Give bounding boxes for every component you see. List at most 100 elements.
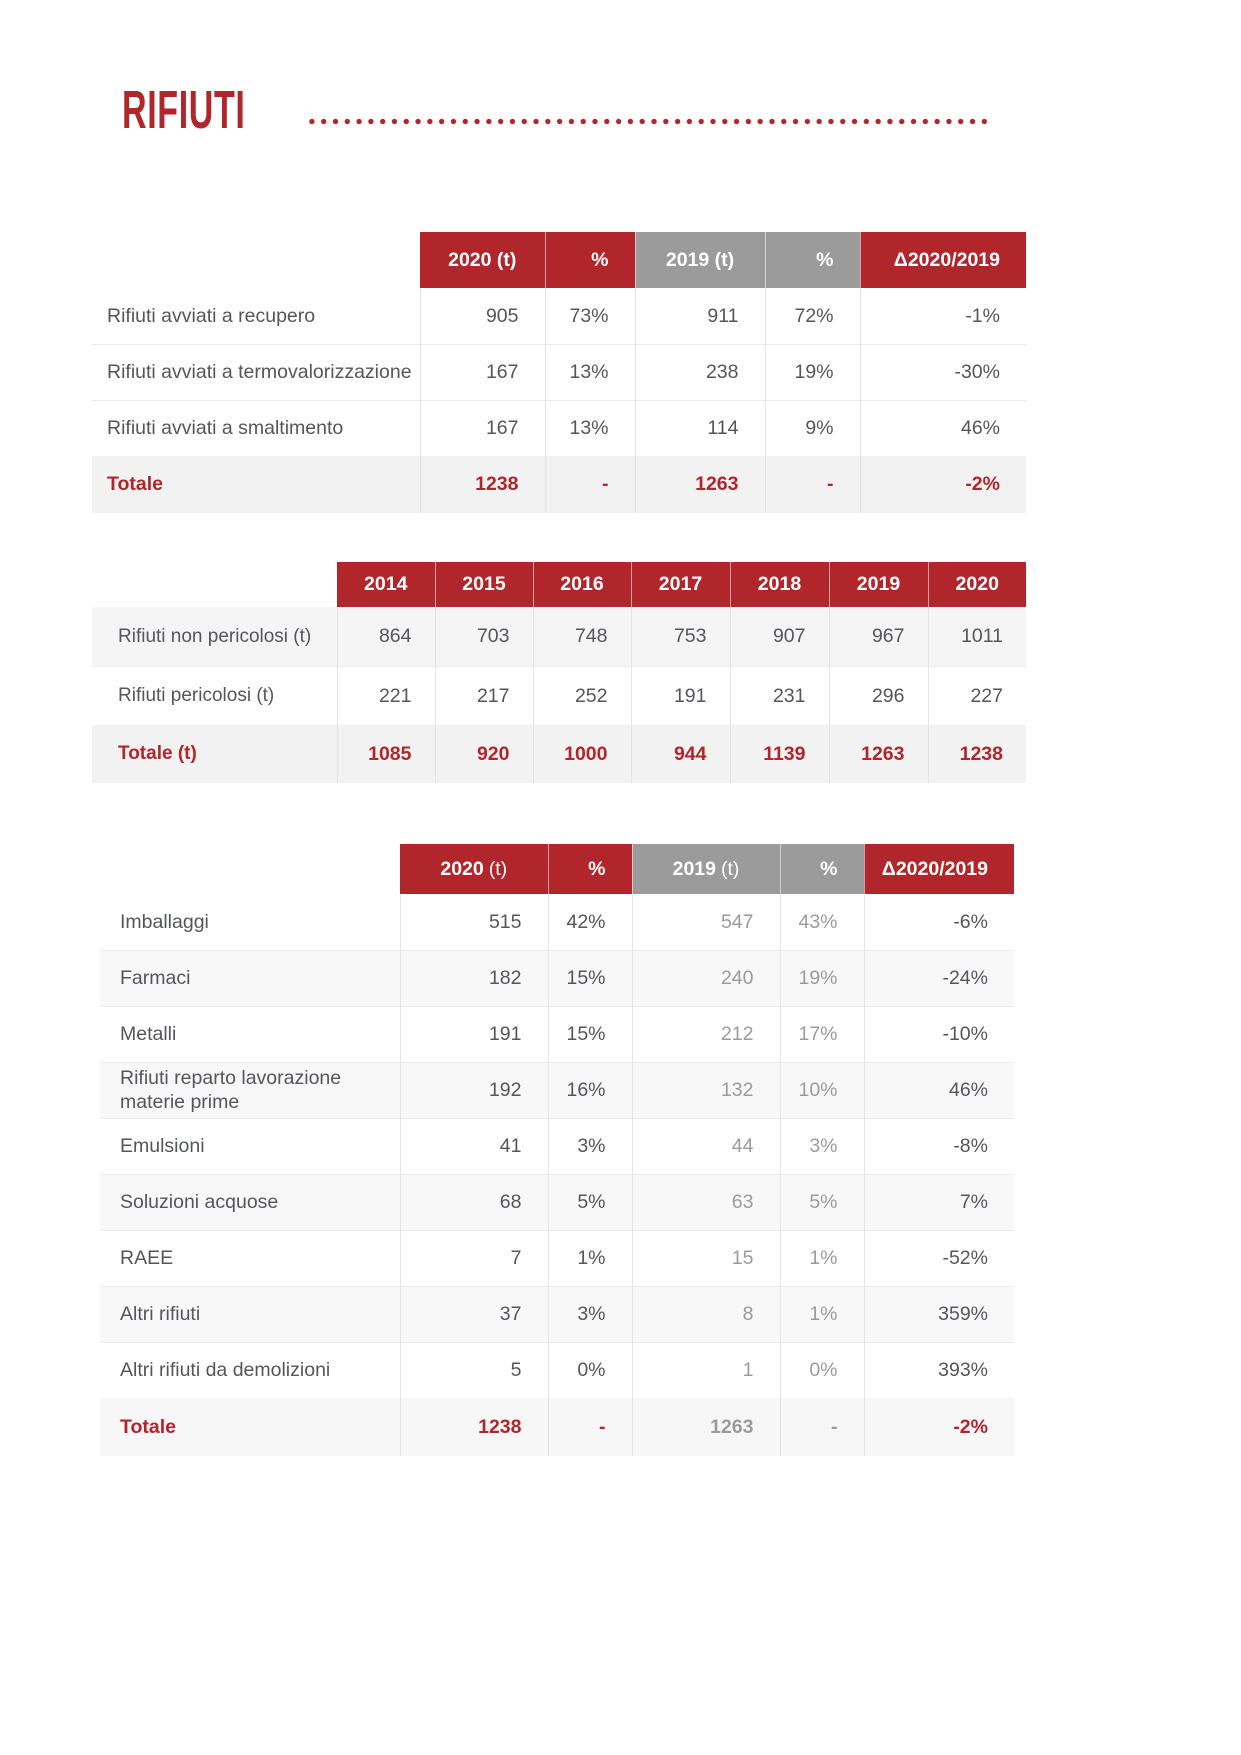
value-2019: 1 xyxy=(631,1341,780,1399)
table-row: Metalli 191 15% 212 17% -10% xyxy=(100,1005,1014,1063)
value-2020: 182 xyxy=(399,949,548,1007)
pct-2020: 42% xyxy=(547,894,632,951)
value-2020: 192 xyxy=(399,1061,548,1119)
col-header-year: 2020 xyxy=(927,562,1026,608)
delta-value: -8% xyxy=(863,1117,1014,1175)
pct-2020: 0% xyxy=(547,1341,632,1399)
table-row: Rifiuti avviati a recupero 905 73% 911 7… xyxy=(92,288,1026,345)
row-label: Rifiuti reparto lavorazione materie prim… xyxy=(100,1061,400,1119)
pct-2019: 0% xyxy=(779,1341,864,1399)
value-2020: 515 xyxy=(399,894,548,951)
empty-corner-cell xyxy=(92,232,420,288)
value-2020: 68 xyxy=(399,1173,548,1231)
year-value: 221 xyxy=(336,665,435,726)
unit-label: (t) xyxy=(488,857,508,880)
table-row: Imballaggi 515 42% 547 43% -6% xyxy=(100,894,1014,951)
pct-2019: 1% xyxy=(779,1229,864,1287)
row-label: RAEE xyxy=(100,1229,400,1287)
col-header-pct-2019: % xyxy=(779,844,864,895)
total-year-value: 1263 xyxy=(828,725,928,784)
col-header-2019: 2019 (t) xyxy=(634,232,765,289)
year-value: 217 xyxy=(434,665,533,726)
delta-value: 393% xyxy=(863,1341,1014,1399)
pct-2020: 13% xyxy=(544,399,635,457)
year-value: 753 xyxy=(630,607,730,667)
value-2020: 167 xyxy=(419,399,545,457)
pct-2020: 16% xyxy=(547,1061,632,1119)
row-label: Altri rifiuti da demolizioni xyxy=(100,1341,400,1399)
total-row: Totale (t) 1085 920 1000 944 1139 1263 1… xyxy=(92,725,1026,784)
col-header-year: 2019 xyxy=(828,562,928,608)
total-label: Totale xyxy=(100,1398,400,1457)
pct-2020: 13% xyxy=(544,343,635,401)
pct-2019: 19% xyxy=(779,949,864,1007)
total-value-2020: 1238 xyxy=(419,456,545,514)
col-header-2020: 2020 (t) xyxy=(400,844,548,895)
page-title: RIFIUTI xyxy=(122,80,246,140)
value-2019: 911 xyxy=(634,288,765,345)
value-2019: 547 xyxy=(631,894,780,951)
value-2020: 37 xyxy=(399,1285,548,1343)
row-label: Rifiuti avviati a recupero xyxy=(107,304,316,327)
waste-destinations-table: 2020 (t) % 2019 (t) % Δ2020/2019 Rifiuti… xyxy=(92,232,1241,514)
delta-value: -10% xyxy=(863,1005,1014,1063)
table-row: Rifiuti reparto lavorazione materie prim… xyxy=(100,1061,1014,1119)
delta-value: 46% xyxy=(863,1061,1014,1119)
title-dotted-rule xyxy=(306,118,990,126)
row-label: Metalli xyxy=(100,1005,400,1063)
table-row: Altri rifiuti 37 3% 8 1% 359% xyxy=(100,1285,1014,1343)
total-row: Totale 1238 - 1263 - -2% xyxy=(100,1398,1014,1457)
table-row: Rifiuti non pericolosi (t) 864 703 748 7… xyxy=(92,607,1026,667)
row-label: Farmaci xyxy=(100,949,400,1007)
value-2019: 212 xyxy=(631,1005,780,1063)
row-label: Rifiuti avviati a termovalorizzazione xyxy=(92,343,420,401)
pct-2019: 3% xyxy=(779,1117,864,1175)
value-2019: 238 xyxy=(634,343,765,401)
total-value-2020: 1238 xyxy=(399,1398,548,1457)
value-2019: 8 xyxy=(631,1285,780,1343)
total-label: Totale (t) xyxy=(92,725,337,784)
pct-2019: 19% xyxy=(764,343,860,401)
pct-2020: 5% xyxy=(547,1173,632,1231)
row-label: Rifiuti avviati a smaltimento xyxy=(92,399,420,457)
col-header-year: 2016 xyxy=(532,562,631,608)
row-label: Rifiuti non pericolosi (t) xyxy=(92,607,337,667)
table-row: Rifiuti pericolosi (t) 221 217 252 191 2… xyxy=(92,665,1026,726)
delta-value: -24% xyxy=(863,949,1014,1007)
pct-2019: 17% xyxy=(779,1005,864,1063)
col-header-delta: Δ2020/2019 xyxy=(863,844,1014,895)
value-2019: 240 xyxy=(631,949,780,1007)
unit-label: (t) xyxy=(720,857,740,880)
total-year-value: 944 xyxy=(630,725,730,784)
total-year-value: 1139 xyxy=(729,725,829,784)
pct-2020: 3% xyxy=(547,1285,632,1343)
total-value-2019: 1263 xyxy=(631,1398,780,1457)
col-header-pct-2019: % xyxy=(764,232,860,289)
value-2020: 5 xyxy=(399,1341,548,1399)
value-2019: 114 xyxy=(634,399,765,457)
total-label: Totale xyxy=(92,456,420,514)
col-header-2019: 2019 (t) xyxy=(631,844,780,895)
delta-value: 7% xyxy=(863,1173,1014,1231)
col-header-year: 2014 xyxy=(337,562,435,608)
pct-2019: 1% xyxy=(779,1285,864,1343)
col-header-pct-2020: % xyxy=(544,232,635,289)
pct-2019: 10% xyxy=(779,1061,864,1119)
delta-value: -1% xyxy=(859,288,1026,345)
header-row: 2014 2015 2016 2017 2018 2019 2020 xyxy=(92,562,1026,608)
pct-2020: 15% xyxy=(547,1005,632,1063)
total-value-2019: 1263 xyxy=(634,456,765,514)
total-pct-2020: - xyxy=(547,1398,632,1457)
year-value: 864 xyxy=(336,607,435,667)
year-value: 907 xyxy=(729,607,829,667)
value-2020: 191 xyxy=(399,1005,548,1063)
year-value: 231 xyxy=(729,665,829,726)
delta-value: 359% xyxy=(863,1285,1014,1343)
delta-value: -30% xyxy=(859,343,1026,401)
delta-value: -6% xyxy=(863,894,1014,951)
waste-by-year-table: 2014 2015 2016 2017 2018 2019 2020 Rifiu… xyxy=(92,562,1241,784)
total-year-value: 1085 xyxy=(336,725,435,784)
delta-value: 46% xyxy=(859,399,1026,457)
header-row: 2020 (t) % 2019 (t) % Δ2020/2019 xyxy=(92,232,1026,289)
pct-2020: 3% xyxy=(547,1117,632,1175)
